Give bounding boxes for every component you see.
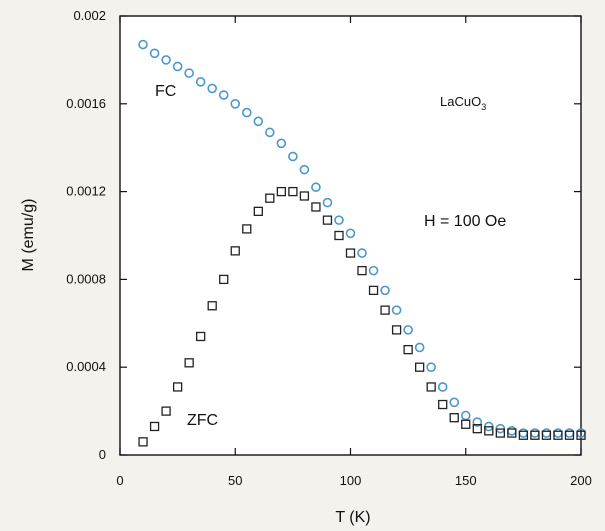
zfc-point: [138, 437, 148, 447]
fc-point: [311, 182, 321, 193]
zfc-point: [507, 428, 517, 438]
x-tick-label: 200: [570, 473, 592, 488]
compound-label-base: LaCuO: [440, 94, 481, 109]
zfc-point: [265, 193, 275, 203]
fc-point: [368, 265, 379, 276]
fc-point: [241, 107, 252, 118]
zfc-point: [368, 285, 379, 296]
fc-point: [334, 215, 344, 225]
x-tick-label: 0: [116, 473, 123, 488]
zfc-point: [230, 246, 240, 256]
data-series: [138, 39, 586, 447]
fc-point: [195, 77, 206, 87]
fc-point: [184, 68, 194, 78]
fc-point: [253, 116, 264, 127]
zfc-point: [576, 430, 586, 440]
fc-point: [299, 164, 310, 175]
zfc-point: [184, 358, 194, 368]
zfc-point: [322, 215, 333, 225]
fc-point: [460, 410, 471, 421]
zfc-point: [530, 430, 540, 440]
fc-point: [149, 48, 160, 59]
fc-point: [437, 382, 448, 392]
fc-point: [449, 397, 460, 408]
zfc-point: [196, 331, 206, 342]
x-tick-label: 100: [340, 473, 362, 488]
fc-point: [380, 285, 390, 296]
zfc-point: [357, 265, 367, 276]
zfc-point: [276, 186, 287, 197]
plot-frame: [119, 15, 582, 456]
fc-point: [207, 83, 217, 94]
zfc-point: [484, 426, 494, 436]
zfc-point: [207, 301, 217, 311]
fc-point: [426, 362, 436, 373]
fc-point: [172, 61, 183, 72]
y-tick-label: 0: [99, 447, 106, 462]
zfc-point: [426, 382, 436, 392]
zfc-point: [299, 191, 310, 201]
zfc-annotation: ZFC: [187, 412, 218, 429]
compound-label-subscript: 3: [481, 102, 486, 112]
zfc-point: [553, 430, 563, 440]
fc-point: [276, 138, 287, 149]
zfc-point: [345, 248, 356, 258]
zfc-point: [380, 305, 390, 315]
zfc-point: [461, 419, 471, 429]
compound-label: LaCuO3: [440, 94, 486, 112]
y-axis-title: M (emu/g): [20, 199, 37, 272]
y-tick-label: 0.0012: [66, 184, 106, 199]
zfc-point: [472, 424, 482, 434]
zfc-point: [541, 430, 552, 440]
zfc-point: [253, 206, 263, 217]
zfc-point: [172, 382, 183, 392]
zfc-point: [334, 230, 344, 241]
fc-point: [391, 305, 402, 315]
zfc-point: [564, 430, 575, 440]
zfc-point: [149, 421, 160, 432]
fc-point: [161, 55, 171, 65]
zfc-point: [311, 202, 321, 212]
zfc-point: [438, 399, 448, 410]
fc-point: [345, 228, 356, 239]
fc-point: [472, 417, 483, 427]
fc-point: [357, 248, 367, 258]
zfc-point: [414, 362, 425, 372]
y-tick-label: 0.0016: [66, 96, 106, 111]
field-annotation: H = 100 Oe: [424, 213, 506, 230]
zfc-point: [288, 186, 298, 197]
fc-point: [403, 325, 413, 335]
fc-point: [322, 197, 333, 208]
zfc-series: [138, 186, 586, 447]
zfc-point: [161, 406, 171, 416]
zfc-point: [449, 413, 459, 423]
zfc-point: [391, 325, 402, 335]
zfc-point: [403, 344, 413, 355]
x-tick-label: 150: [455, 473, 477, 488]
y-tick-label: 0.002: [73, 8, 106, 23]
fc-point: [218, 90, 229, 100]
zfc-point: [518, 430, 529, 440]
fc-annotation: FC: [155, 83, 176, 100]
fc-point: [414, 342, 425, 353]
zfc-point: [242, 224, 252, 234]
plot-area: [119, 15, 582, 456]
zfc-point: [495, 428, 505, 438]
x-tick-label: 50: [228, 473, 242, 488]
fc-point: [230, 99, 241, 109]
fc-point: [265, 127, 275, 138]
fc-point: [138, 39, 148, 50]
fc-point: [288, 151, 298, 162]
x-axis-title: T (K): [335, 509, 370, 526]
y-tick-label: 0.0004: [66, 359, 106, 374]
zfc-point: [219, 274, 229, 285]
y-tick-label: 0.0008: [66, 271, 106, 286]
axis-ticks: 0 50 100 150 200 0 0.0004 0.0008 0.0012 0.0016 0.0…: [66, 8, 592, 488]
